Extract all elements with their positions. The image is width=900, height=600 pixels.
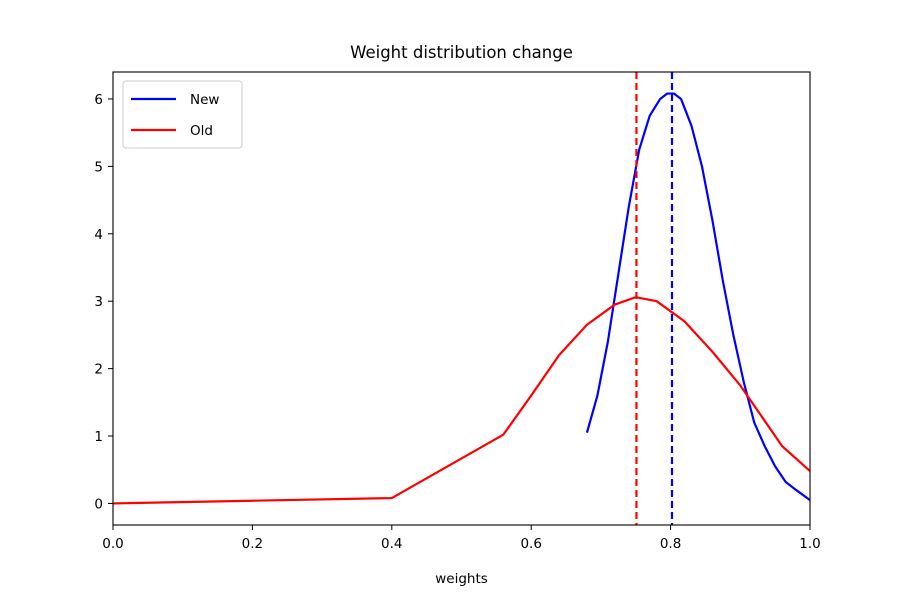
x-tick-label: 0.0 <box>102 536 123 552</box>
axes: 0.0 0.2 0.4 0.6 0.8 1.0 0 1 2 3 4 5 6 <box>94 71 821 552</box>
y-tick-label: 3 <box>94 294 103 310</box>
y-tick-label: 1 <box>94 429 103 445</box>
legend-label-old: Old <box>190 123 213 139</box>
y-tick-label: 0 <box>94 496 103 512</box>
series-line-new <box>585 92 810 501</box>
legend-box <box>122 80 243 149</box>
y-tick-label: 2 <box>94 362 103 378</box>
x-tick-label: 1.0 <box>799 536 820 552</box>
x-tick-label: 0.2 <box>242 536 263 552</box>
x-tick-label: 0.8 <box>660 536 681 552</box>
y-tick-label: 5 <box>94 159 103 175</box>
legend: New Old <box>122 80 243 149</box>
x-tick-label: 0.4 <box>381 536 402 552</box>
chart-title: Weight distribution change <box>350 43 573 62</box>
x-tick-label: 0.6 <box>520 536 541 552</box>
plot-area <box>113 72 810 525</box>
series-line-old <box>113 296 810 505</box>
legend-label-new: New <box>190 92 219 108</box>
x-axis-label: weights <box>435 571 488 587</box>
y-tick-label: 4 <box>94 227 103 243</box>
y-tick-label: 6 <box>94 92 103 108</box>
axes-frame <box>112 71 811 526</box>
